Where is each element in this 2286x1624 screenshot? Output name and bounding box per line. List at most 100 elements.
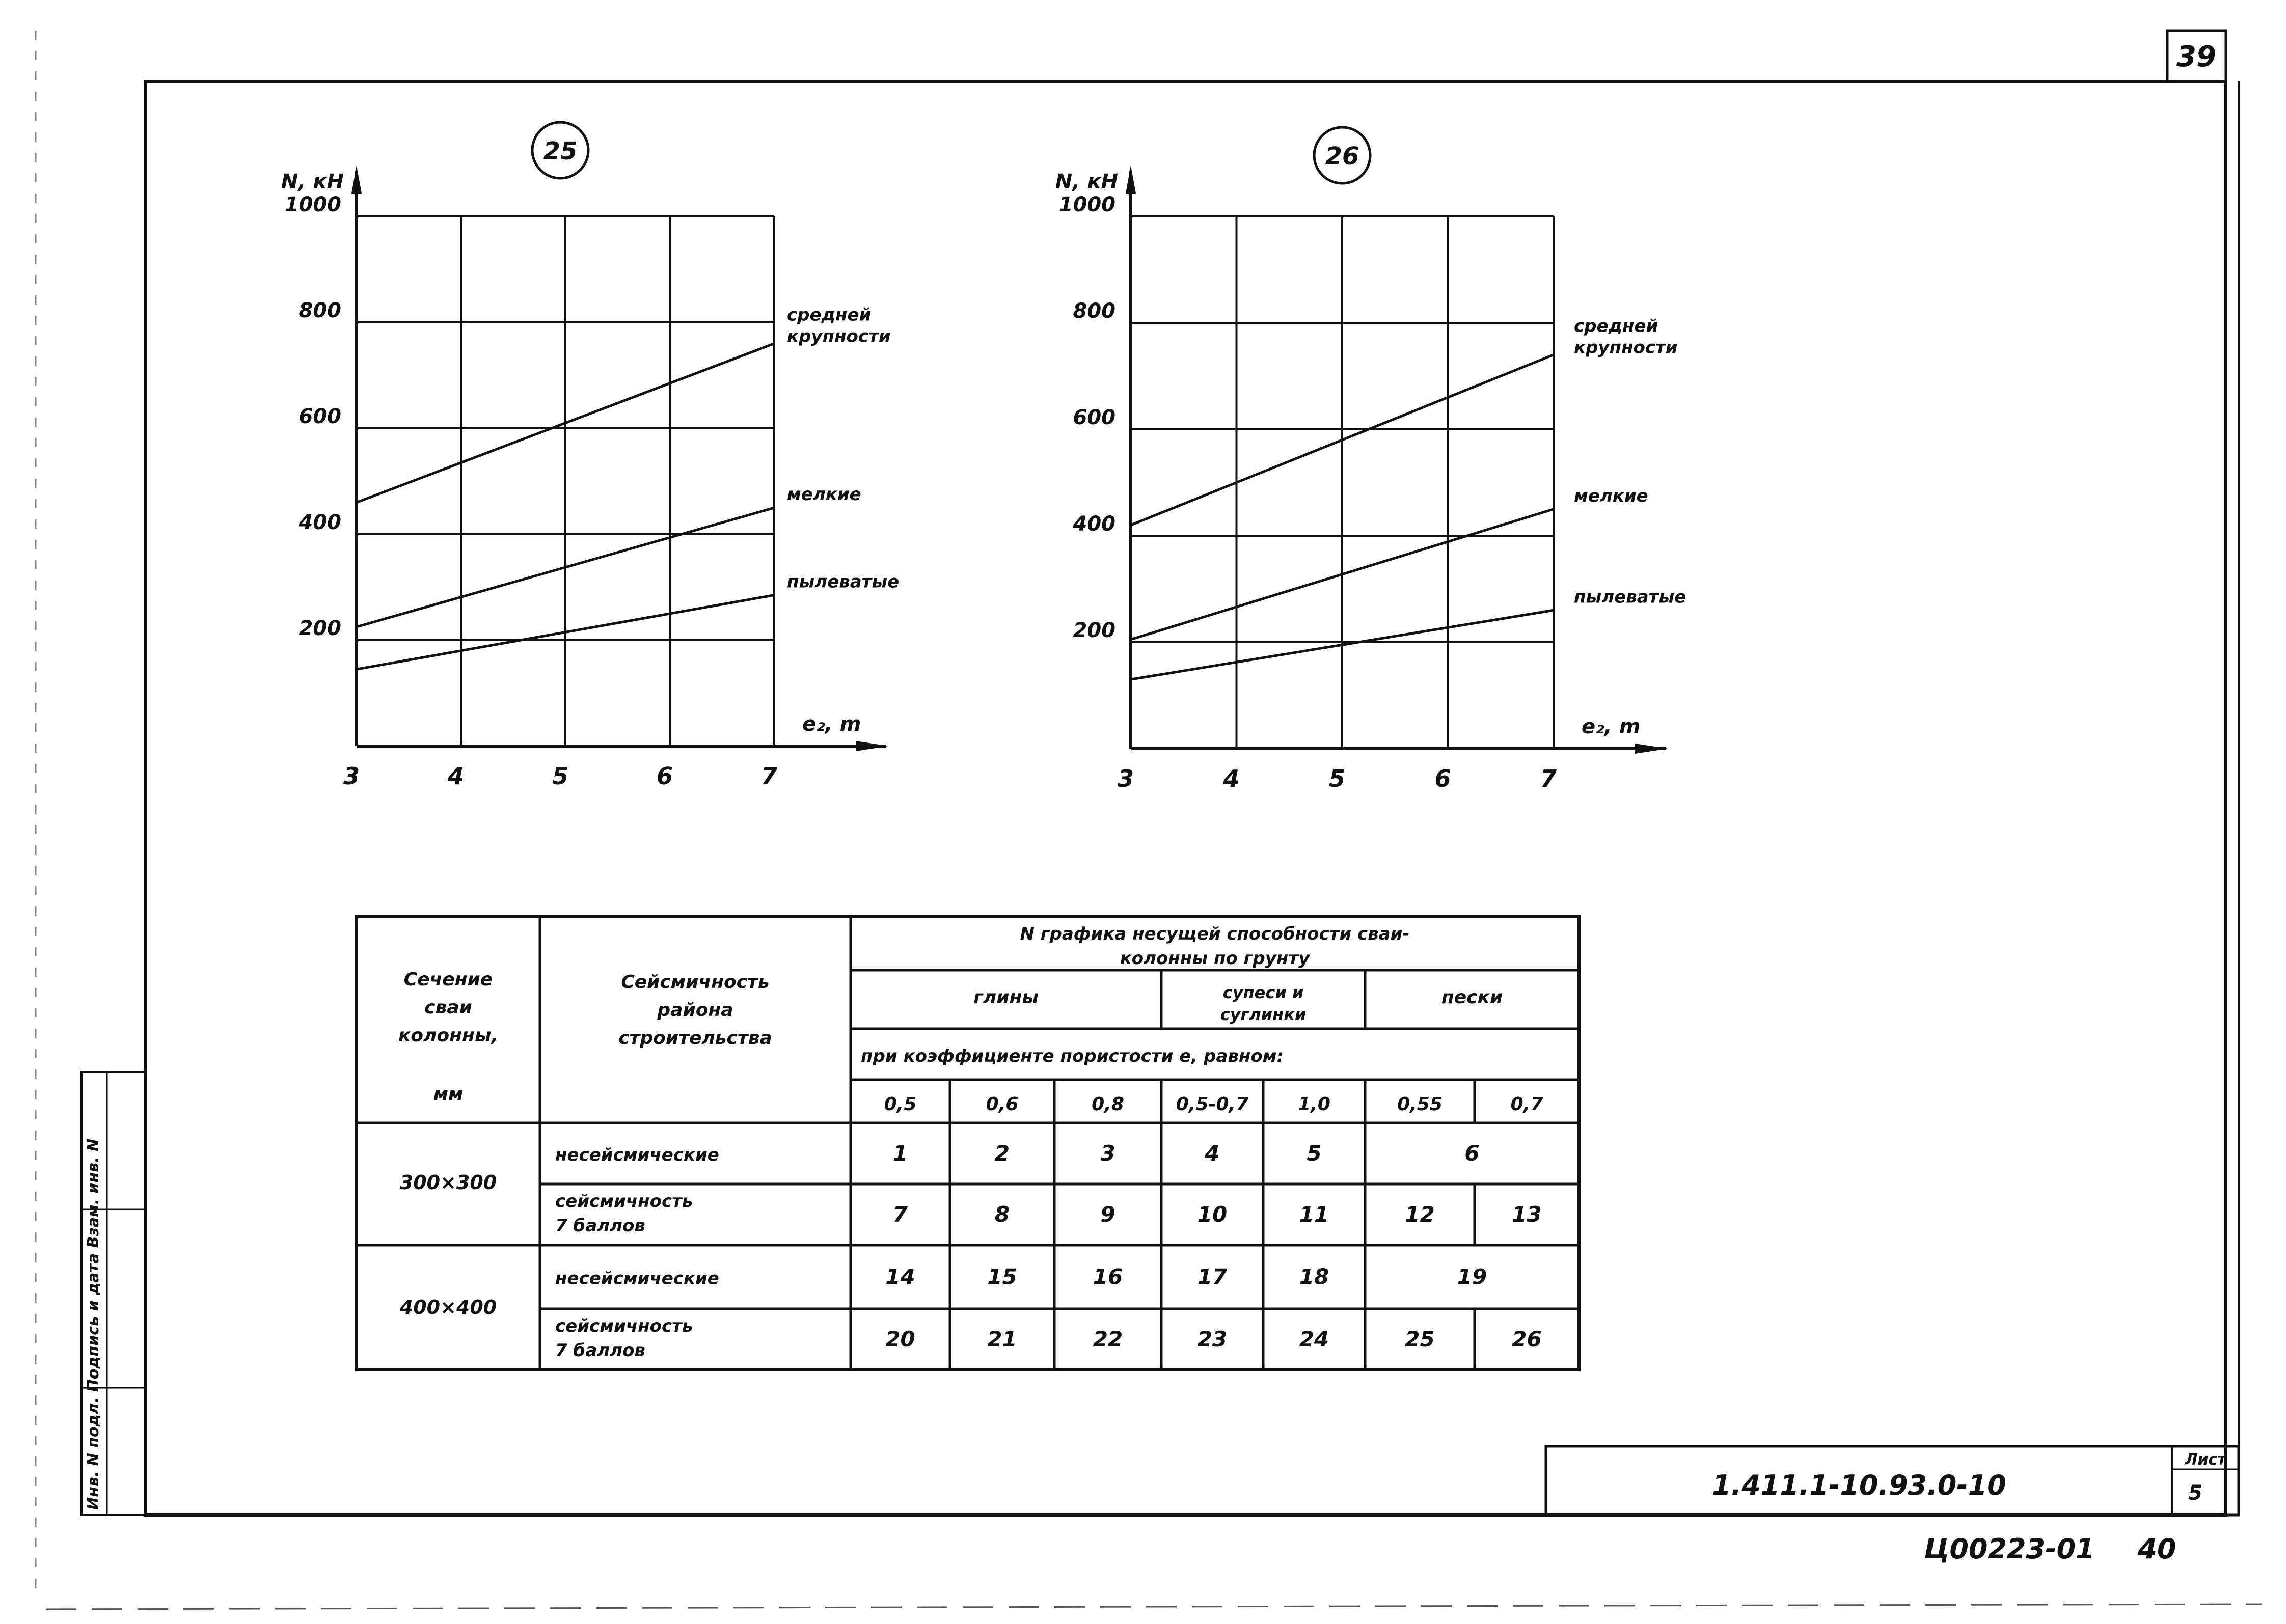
y-tick-label: 400 — [298, 511, 342, 534]
graph-number: 26 — [1512, 1327, 1541, 1352]
x-axis-label: e₂, m — [802, 712, 861, 736]
chart-id-circle — [1313, 126, 1372, 185]
x-tick-label: 6 — [1434, 765, 1451, 792]
series-label: пылеватые — [787, 572, 899, 592]
y-tick-label: 200 — [1073, 619, 1116, 642]
y-tick-label: 200 — [299, 617, 342, 640]
sheet-edge-bottom — [45, 1603, 2262, 1610]
coef-value: 0,5 — [884, 1094, 917, 1115]
row-seismic: несейсмические — [555, 1269, 719, 1289]
x-tick-label: 4 — [1222, 765, 1239, 792]
y-tick-label: 600 — [1073, 406, 1116, 429]
graph-number: 10 — [1198, 1202, 1227, 1227]
graph-number: 17 — [1198, 1264, 1228, 1289]
graph-number: 2 — [995, 1141, 1010, 1166]
sheet-label: Лист — [2184, 1451, 2227, 1469]
chart-id-label: 26 — [1325, 142, 1359, 171]
y-tick-label: 1000 — [1059, 193, 1115, 216]
graph-number: 6 — [1464, 1141, 1479, 1166]
side-stamp-text: Инв. N подл. Подпись и дата Взам. инв. N — [85, 1139, 102, 1510]
graph-number: 9 — [1100, 1202, 1115, 1227]
graph-number: 12 — [1405, 1202, 1434, 1227]
series-label: мелкие — [787, 484, 861, 505]
row-seismic: несейсмические — [555, 1145, 719, 1165]
y-tick-label: 1000 — [285, 193, 341, 216]
graph-number: 19 — [1457, 1264, 1487, 1289]
graph-number: 24 — [1299, 1327, 1329, 1352]
series-label: средней крупности — [787, 305, 891, 347]
x-tick-label: 4 — [447, 762, 464, 790]
x-tick-label: 7 — [761, 762, 777, 790]
y-axis-label: N, кН — [281, 170, 344, 194]
header-graph: колонны по грунту — [1120, 948, 1311, 969]
x-tick-label: 3 — [1118, 765, 1134, 792]
series-line — [1130, 508, 1554, 641]
graph-number: 4 — [1204, 1141, 1219, 1166]
row-seismic: 7 баллов — [555, 1216, 645, 1236]
graph-number: 1 — [893, 1141, 908, 1166]
page-number: 39 — [2176, 40, 2216, 73]
graph-number: 21 — [987, 1327, 1017, 1352]
y-tick-label: 800 — [1073, 299, 1116, 323]
graph-number: 15 — [987, 1264, 1017, 1289]
series-line — [356, 594, 775, 671]
graph-number: 16 — [1093, 1264, 1123, 1289]
coef-value: 0,7 — [1511, 1094, 1543, 1115]
row-seismic: сейсмичность — [555, 1316, 693, 1336]
chart-id-circle — [531, 121, 590, 180]
coef-value: 0,55 — [1397, 1094, 1443, 1115]
graph-number: 8 — [995, 1202, 1010, 1227]
x-tick-label: 6 — [657, 762, 673, 790]
chart-25: 25 N, кН e₂, m 200 400 600 800 1000 3 4 5 6 7 средней… — [281, 121, 899, 790]
header-soil-clay: глины — [973, 987, 1039, 1008]
graph-number: 7 — [893, 1202, 908, 1227]
graph-number: 22 — [1093, 1327, 1123, 1352]
x-axis-arrow — [856, 741, 889, 751]
header-section: Сечение — [404, 969, 493, 990]
header-graph: N графика несущей способности сваи- — [1020, 924, 1409, 944]
x-tick-label: 5 — [1329, 765, 1345, 792]
row-seismic: сейсмичность — [555, 1191, 693, 1212]
header-section: мм — [433, 1084, 464, 1105]
graph-number: 11 — [1299, 1202, 1329, 1227]
y-tick-label: 400 — [1073, 512, 1116, 536]
series-line — [356, 342, 775, 504]
header-seismic: района — [657, 1000, 733, 1021]
graph-number: 20 — [885, 1327, 915, 1352]
side-stamp: Инв. N подл. Подпись и дата Взам. инв. N — [80, 1071, 146, 1516]
pile-capacity-table: Сечение сваи колонны, мм Сейсмичность района с… — [355, 915, 1581, 1371]
series-line — [1130, 353, 1554, 527]
coef-value: 0,6 — [986, 1094, 1019, 1115]
title-block: 1.411.1-10.93.0-10 Лист 5 — [1544, 1445, 2240, 1517]
table-border — [355, 915, 1581, 1371]
series-label: пылеватые — [1574, 587, 1686, 607]
y-axis-arrow — [351, 166, 362, 194]
header-section: колонны, — [398, 1025, 498, 1046]
header-soil-sandy: суглинки — [1220, 1005, 1307, 1024]
graph-number: 25 — [1405, 1327, 1434, 1352]
y-tick-label: 800 — [299, 299, 342, 322]
x-tick-label: 3 — [343, 762, 360, 790]
header-soil-sand: пески — [1441, 987, 1503, 1008]
coef-value: 0,5-0,7 — [1176, 1094, 1249, 1115]
graph-number: 14 — [885, 1264, 915, 1289]
x-tick-label: 7 — [1540, 765, 1557, 792]
series-label: средней крупности — [1574, 316, 1678, 358]
drawing-designation: 1.411.1-10.93.0-10 — [1712, 1469, 2006, 1501]
y-axis-label: N, кН — [1055, 170, 1118, 194]
x-axis-arrow — [1635, 744, 1668, 754]
graph-number: 18 — [1299, 1264, 1329, 1289]
header-seismic: строительства — [618, 1028, 772, 1049]
coef-value: 0,8 — [1092, 1094, 1124, 1115]
graph-number: 5 — [1307, 1141, 1321, 1166]
sheet-number: 5 — [2188, 1481, 2202, 1505]
page-number-box — [2166, 29, 2227, 83]
graph-number: 23 — [1198, 1327, 1227, 1352]
header-section: сваи — [424, 997, 472, 1018]
row-seismic: 7 баллов — [555, 1340, 645, 1361]
coef-value: 1,0 — [1298, 1094, 1330, 1115]
row-section: 300×300 — [400, 1171, 497, 1194]
series-label: мелкие — [1574, 486, 1648, 506]
series-line — [356, 506, 775, 628]
